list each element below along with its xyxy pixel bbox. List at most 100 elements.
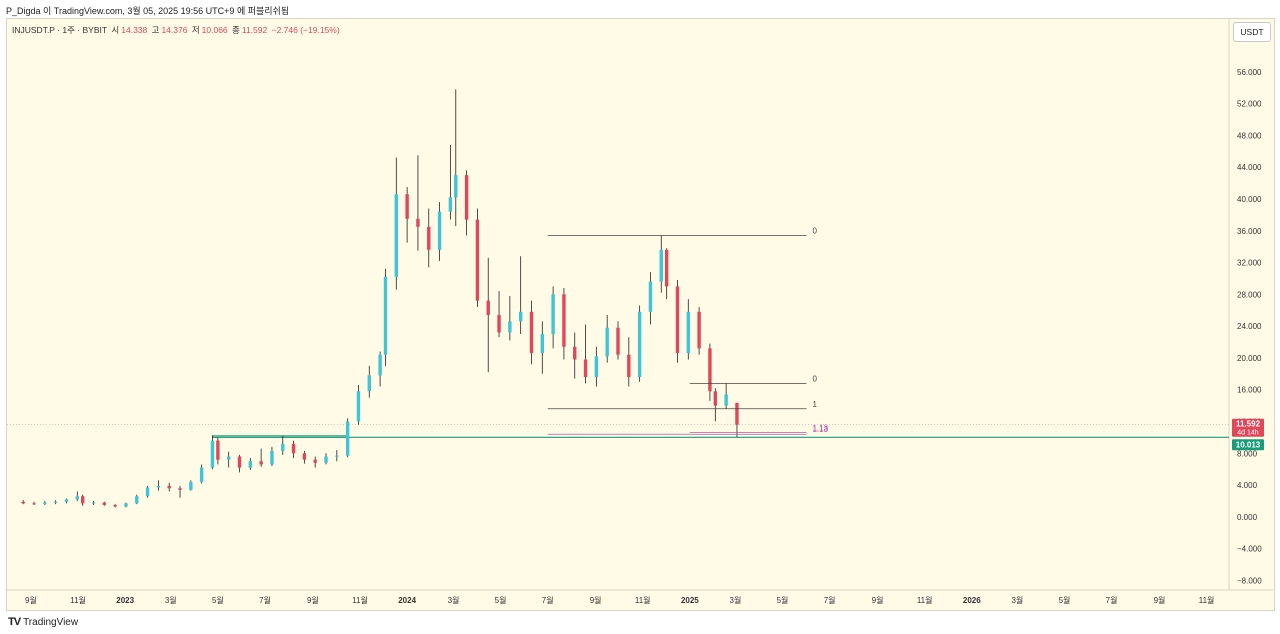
candle-body <box>686 311 690 354</box>
y-tick-label: 28.000 <box>1237 290 1262 299</box>
y-tick-label: 56.000 <box>1237 68 1262 77</box>
y-tick-label: 0.000 <box>1237 513 1258 522</box>
candle-body <box>156 485 161 488</box>
currency-unit-button[interactable]: USDT <box>1233 22 1271 42</box>
candle-body <box>21 501 25 504</box>
x-tick-label: 2026 <box>963 596 981 605</box>
candle-body <box>383 276 388 355</box>
candle-body <box>216 440 220 460</box>
candle-body <box>64 499 69 502</box>
candle-body <box>199 467 204 482</box>
candle <box>32 501 36 505</box>
candle <box>675 280 680 363</box>
candle <box>21 500 25 505</box>
candle <box>497 291 501 338</box>
candle-body <box>627 354 631 377</box>
candle <box>43 500 47 505</box>
candle <box>291 440 296 459</box>
candle-body <box>594 356 599 377</box>
x-tick-label: 3월 <box>165 595 177 605</box>
y-tick-label: 36.000 <box>1237 227 1262 236</box>
candle-body <box>616 327 620 355</box>
candle <box>248 458 253 470</box>
y-tick-label: 20.000 <box>1237 354 1262 363</box>
x-tick-label: 11월 <box>917 595 933 605</box>
candle <box>210 435 215 470</box>
y-tick-label: 52.000 <box>1237 100 1262 109</box>
y-tick-label: 24.000 <box>1237 322 1262 331</box>
candle-body <box>167 485 171 489</box>
y-tick-label: −8.000 <box>1237 576 1262 585</box>
candle-body <box>367 375 371 392</box>
candle <box>302 450 307 464</box>
candle-body <box>464 175 469 220</box>
x-tick-label: 3월 <box>1011 595 1023 605</box>
candle <box>270 446 274 467</box>
candle-body <box>102 502 107 505</box>
candle <box>75 491 79 501</box>
candle <box>448 144 453 220</box>
x-tick-label: 11월 <box>70 595 86 605</box>
candle <box>324 453 328 465</box>
candle <box>383 268 388 366</box>
open-label: 시 <box>111 25 120 35</box>
candle <box>335 450 339 462</box>
candle <box>178 485 182 498</box>
candle-body <box>313 459 317 463</box>
candle-body <box>659 249 663 282</box>
candle-body <box>583 359 588 377</box>
candle <box>475 208 480 308</box>
candle <box>259 448 263 467</box>
candle-body <box>226 456 231 460</box>
candle-body <box>708 348 712 392</box>
candle-body <box>648 281 653 312</box>
candle <box>281 435 285 455</box>
candle-body <box>518 311 523 322</box>
candle-body <box>335 455 339 457</box>
candle <box>394 157 399 290</box>
candle-body <box>91 502 96 504</box>
tradingview-logo[interactable]: TV TradingView <box>8 616 78 628</box>
x-tick-label: 2025 <box>681 596 699 605</box>
candle <box>416 155 420 251</box>
candle <box>713 388 718 422</box>
x-tick-label: 9월 <box>307 595 319 605</box>
candle <box>605 315 609 363</box>
candle-body <box>75 496 79 500</box>
candle-body <box>573 346 577 360</box>
candle <box>237 454 242 473</box>
y-tick-label: −4.000 <box>1237 545 1262 554</box>
x-tick-label: 5월 <box>777 595 789 605</box>
candle <box>486 257 490 373</box>
candle <box>724 383 728 409</box>
support-price-value: 10.013 <box>1236 440 1261 449</box>
high-value: 14.376 <box>161 25 188 35</box>
candle <box>226 451 231 468</box>
support-price-tag <box>1232 439 1264 451</box>
candle-body <box>124 503 128 507</box>
candle-body <box>270 450 274 465</box>
x-tick-label: 7월 <box>824 595 836 605</box>
candle <box>551 286 555 349</box>
candle <box>518 256 523 335</box>
candle-body <box>697 311 701 349</box>
close-value: 11.592 <box>241 25 268 35</box>
candle-body <box>540 334 545 354</box>
y-tick-label: 16.000 <box>1237 386 1262 395</box>
minor-high-level-label: 0 <box>812 374 817 383</box>
candle <box>573 332 577 379</box>
footer-bar <box>0 611 1280 634</box>
candle-body <box>724 394 728 406</box>
candle-body <box>210 440 215 468</box>
change-value: −2.746 (−19.15%) <box>271 25 340 35</box>
candle-body <box>605 327 609 357</box>
candle-body <box>248 461 253 468</box>
candle <box>735 402 739 437</box>
candle-body <box>486 300 490 315</box>
candle <box>91 500 96 505</box>
candle-body <box>281 443 285 451</box>
symbol-name[interactable]: INJUSDT.P · 1주 · BYBIT <box>12 25 108 35</box>
candle <box>345 418 350 458</box>
y-tick-label: 44.000 <box>1237 163 1262 172</box>
